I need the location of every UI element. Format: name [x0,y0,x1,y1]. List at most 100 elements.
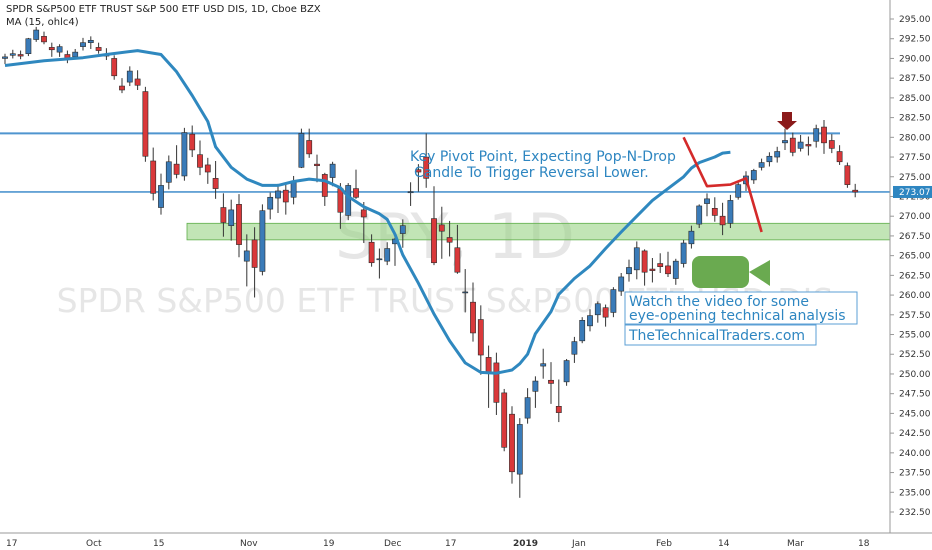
candle-body [462,291,469,294]
time-tick-label: 18 [858,539,870,549]
candle-body [80,42,86,47]
candle-body [774,151,781,158]
moving-average-line [4,49,731,375]
candle-body [72,51,79,58]
last-price-tag: 273.07 [893,185,932,198]
candle-body [119,85,125,91]
ma-indicator-label[interactable]: MA (15, ohlc4) [6,17,79,28]
candle-body [236,204,242,245]
support-zone [186,222,891,241]
price-tick-label: 287.50 [899,74,931,84]
candle-body [727,200,734,224]
candle-body [828,140,835,149]
price-tick-label: 237.50 [899,469,931,479]
candle-body [431,218,437,264]
price-tick-label: 240.00 [899,449,931,459]
price-tick-label: 280.00 [899,133,931,143]
candle-body [56,46,63,53]
candle-body [173,163,180,175]
candle-body [243,250,250,262]
candle-body [626,267,632,275]
candle-body [2,56,8,59]
candle-body [805,144,812,147]
candle-body [212,178,219,189]
candle-body [197,154,203,168]
pivot-annotation-line1: Key Pivot Point, Expecting Pop-N-Drop [410,149,676,165]
candle-body [594,303,601,316]
candle-body [33,29,40,40]
candle-body [126,70,133,83]
candle-body [41,36,47,43]
candle-body [813,128,820,142]
candle-body [150,160,157,194]
candle-body [680,242,687,264]
time-tick-label: 2019 [513,539,538,549]
candle-body [704,198,710,204]
time-tick-label: 19 [323,539,335,549]
candle-body [87,39,94,43]
time-tick-label: Nov [240,539,258,549]
video-callout[interactable]: Watch the video for some eye-opening tec… [624,291,858,325]
candle-body [259,210,266,272]
candle-body [735,184,742,198]
pivot-annotation-line2: Candle To Trigger Reversal Lower. [414,165,649,181]
price-tick-label: 262.50 [899,271,931,281]
time-tick-label: Feb [656,539,672,549]
candle-body [750,170,757,181]
candle-body [470,301,476,334]
candle-body [111,58,118,77]
candle-body [477,319,484,356]
candle-body [446,237,453,243]
candle-body [204,164,211,173]
candle-body [142,91,149,157]
candle-body [220,207,227,223]
candle-body [540,363,547,367]
candle-body [360,209,367,218]
candle-body [415,169,422,173]
candle-body [251,239,258,268]
candlestick-series [2,26,859,498]
last-price-label: 273.07 [899,188,931,198]
candle-body [797,141,804,149]
candle-body [844,165,851,185]
candle-body [353,188,359,198]
price-tick-label: 232.50 [899,508,931,518]
time-axis[interactable]: 17 Oct 15 Nov 19 Dec 17 2019 Jan Feb 14 Mar 18 [6,539,870,549]
candle-body [321,174,328,197]
candle-body [587,315,593,327]
price-tick-label: 255.00 [899,331,931,341]
candle-body [657,263,664,267]
price-tick-label: 282.50 [899,114,931,124]
candle-body [852,189,859,193]
candle-body [384,248,391,262]
price-tick-label: 277.50 [899,153,931,163]
candle-body [298,133,305,168]
video-callout-line2: eye-opening technical analysis [629,308,846,324]
candle-body [314,163,320,167]
price-axis[interactable]: 295.00 292.50 290.00 287.50 285.00 282.50 280.… [890,15,931,518]
candle-body [649,268,656,271]
candle-body [688,230,695,245]
time-tick-label: 17 [6,539,17,549]
candle-body [282,189,289,203]
candle-body [485,357,492,374]
candle-body [399,225,406,234]
video-camera-icon[interactable] [692,256,770,288]
time-tick-label: Jan [571,539,586,549]
candle-body [158,185,164,208]
candle-body [571,341,578,355]
candle-body [376,258,383,261]
candle-body [368,241,375,264]
candle-body [555,406,562,413]
site-link[interactable]: TheTechnicalTraders.com [624,324,817,346]
candle-body [618,276,625,292]
price-tick-label: 265.00 [899,252,931,262]
candle-body [493,362,500,403]
price-tick-label: 295.00 [899,15,931,25]
candle-body [766,155,773,163]
candle-body [509,413,515,473]
candle-body [275,190,281,199]
candle-body [563,360,570,383]
price-tick-label: 267.50 [899,232,931,242]
